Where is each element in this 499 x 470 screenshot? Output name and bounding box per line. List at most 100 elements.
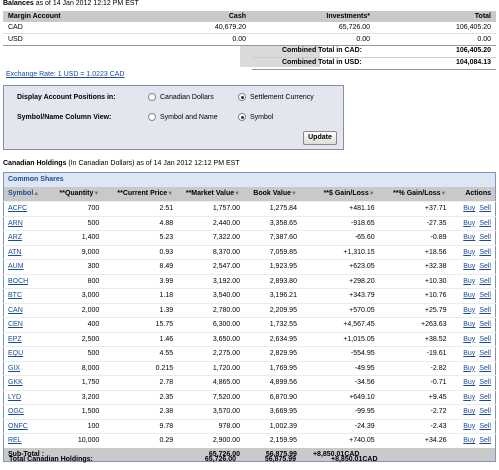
sell-link[interactable]: Sell bbox=[479, 321, 491, 328]
radio-settlement-currency[interactable]: Settlement Currency bbox=[238, 93, 314, 101]
buy-link[interactable]: Buy bbox=[463, 306, 476, 314]
buy-link[interactable]: Buy bbox=[463, 234, 476, 241]
sell-link[interactable]: Sell bbox=[479, 335, 491, 343]
radio-symbol-and-name[interactable]: Symbol and Name bbox=[148, 113, 218, 121]
sell-link[interactable]: Sell bbox=[479, 205, 491, 212]
symbol-cell[interactable]: BTC bbox=[3, 288, 52, 303]
symbol-cell[interactable]: BOCH bbox=[3, 273, 52, 289]
radio-button[interactable] bbox=[148, 113, 156, 121]
symbol-link[interactable]: ACFC bbox=[8, 205, 28, 212]
symbol-cell[interactable]: EPZ bbox=[3, 331, 52, 347]
col-investments: Investments* bbox=[326, 13, 370, 20]
market-value-cell: 3,570.00 bbox=[177, 404, 245, 419]
buy-link[interactable]: Buy bbox=[463, 437, 476, 444]
buy-link[interactable]: Buy bbox=[463, 364, 476, 372]
price-cell: 2.51 bbox=[103, 201, 178, 216]
sell-link[interactable]: Sell bbox=[479, 408, 491, 415]
buy-link[interactable]: Buy bbox=[463, 335, 476, 343]
sell-link[interactable]: Sell bbox=[479, 422, 491, 430]
book-value-cell: 1,002.39 bbox=[244, 418, 301, 434]
symbol-link[interactable]: CAN bbox=[8, 306, 23, 314]
symbol-cell[interactable]: EQU bbox=[3, 346, 52, 361]
buy-link[interactable]: Buy bbox=[463, 393, 476, 401]
book-value-cell: 2,634.95 bbox=[244, 331, 301, 347]
sell-link[interactable]: Sell bbox=[479, 263, 491, 270]
buy-link[interactable]: Buy bbox=[463, 205, 476, 212]
symbol-link[interactable]: BTC bbox=[8, 292, 22, 299]
symbol-link[interactable]: GIX bbox=[8, 364, 21, 372]
symbol-cell[interactable]: REL bbox=[3, 433, 52, 448]
buy-link[interactable]: Buy bbox=[463, 263, 476, 270]
symbol-link[interactable]: ATN bbox=[8, 248, 22, 256]
symbol-link[interactable]: GKK bbox=[8, 379, 23, 386]
sell-link[interactable]: Sell bbox=[479, 350, 491, 357]
symbol-cell[interactable]: ARN bbox=[3, 215, 52, 231]
symbol-cell[interactable]: ONFC bbox=[3, 418, 52, 434]
buy-link[interactable]: Buy bbox=[463, 248, 476, 256]
col-dollar-gain[interactable]: **$ Gain/Loss▼ bbox=[300, 186, 379, 202]
sell-link[interactable]: Sell bbox=[479, 248, 491, 256]
sell-link[interactable]: Sell bbox=[479, 277, 491, 285]
buy-link[interactable]: Buy bbox=[463, 422, 476, 430]
radio-canadian-dollars[interactable]: Canadian Dollars bbox=[148, 93, 214, 101]
col-book-value[interactable]: Book Value▼ bbox=[244, 186, 301, 202]
symbol-link[interactable]: LYD bbox=[8, 393, 22, 401]
radio-button[interactable] bbox=[148, 93, 156, 101]
symbol-cell[interactable]: ARZ bbox=[3, 230, 52, 245]
buy-link[interactable]: Buy bbox=[463, 277, 476, 285]
sell-link[interactable]: Sell bbox=[479, 292, 491, 299]
exchange-rate-link[interactable]: Exchange Rate: 1 USD = 1.0223 CAD bbox=[6, 71, 125, 78]
sell-link[interactable]: Sell bbox=[479, 364, 491, 372]
actions-cell: Buy Sell bbox=[450, 346, 496, 361]
market-value-cell: 2,547.00 bbox=[177, 259, 245, 274]
symbol-link[interactable]: BOCH bbox=[8, 277, 29, 285]
holding-row: EQU 500 4.55 2,275.00 2,829.95 -554.95 -19.61 B… bbox=[3, 346, 496, 361]
actions-cell: Buy Sell bbox=[450, 317, 496, 332]
col-market-value[interactable]: **Market Value▼ bbox=[177, 186, 245, 202]
col-symbol[interactable]: Symbol▲ bbox=[3, 186, 52, 202]
col-percent-gain[interactable]: **% Gain/Loss▼ bbox=[378, 186, 451, 202]
sell-link[interactable]: Sell bbox=[479, 437, 491, 444]
quantity-cell: 700 bbox=[51, 201, 104, 216]
col-quantity[interactable]: **Quantity▼ bbox=[51, 186, 104, 202]
radio-button[interactable] bbox=[238, 113, 246, 121]
sell-link[interactable]: Sell bbox=[479, 393, 491, 401]
symbol-cell[interactable]: OGC bbox=[3, 404, 52, 419]
buy-link[interactable]: Buy bbox=[463, 219, 476, 227]
symbol-link[interactable]: EQU bbox=[8, 350, 24, 357]
sell-link[interactable]: Sell bbox=[479, 379, 491, 386]
investments-value: 0.00 bbox=[356, 36, 370, 43]
sell-link[interactable]: Sell bbox=[479, 234, 491, 241]
symbol-cell[interactable]: ATN bbox=[3, 244, 52, 260]
symbol-link[interactable]: REL bbox=[8, 437, 22, 444]
percent-gain-cell: -27.35 bbox=[378, 215, 451, 231]
buy-link[interactable]: Buy bbox=[463, 350, 476, 357]
sell-link[interactable]: Sell bbox=[479, 306, 491, 314]
sell-link[interactable]: Sell bbox=[479, 219, 491, 227]
update-button[interactable]: Update bbox=[303, 131, 337, 145]
symbol-link[interactable]: ARZ bbox=[8, 234, 22, 241]
symbol-cell[interactable]: GKK bbox=[3, 375, 52, 390]
buy-link[interactable]: Buy bbox=[463, 379, 476, 386]
symbol-link[interactable]: CEN bbox=[8, 321, 23, 328]
radio-symbol[interactable]: Symbol bbox=[238, 113, 273, 121]
buy-link[interactable]: Buy bbox=[463, 408, 476, 415]
radio-button[interactable] bbox=[238, 93, 246, 101]
symbol-cell[interactable]: ACFC bbox=[3, 201, 52, 216]
holding-row: ONFC 100 9.78 978.00 1,002.39 -24.39 -2.43 Buy S… bbox=[3, 418, 496, 434]
symbol-cell[interactable]: GIX bbox=[3, 360, 52, 376]
symbol-link[interactable]: EPZ bbox=[8, 335, 22, 343]
buy-link[interactable]: Buy bbox=[463, 292, 476, 299]
symbol-cell[interactable]: CAN bbox=[3, 302, 52, 318]
symbol-cell[interactable]: AUM bbox=[3, 259, 52, 274]
symbol-link[interactable]: ONFC bbox=[8, 422, 28, 430]
symbol-link[interactable]: OGC bbox=[8, 408, 24, 415]
dollar-gain-cell: -65.60 bbox=[300, 230, 379, 245]
col-current-price[interactable]: **Current Price▼ bbox=[103, 186, 178, 202]
symbol-link[interactable]: ARN bbox=[8, 219, 23, 227]
sort-icon: ▼ bbox=[291, 190, 297, 197]
buy-link[interactable]: Buy bbox=[463, 321, 476, 328]
symbol-cell[interactable]: LYD bbox=[3, 389, 52, 405]
symbol-link[interactable]: AUM bbox=[8, 263, 24, 270]
symbol-cell[interactable]: CEN bbox=[3, 317, 52, 332]
